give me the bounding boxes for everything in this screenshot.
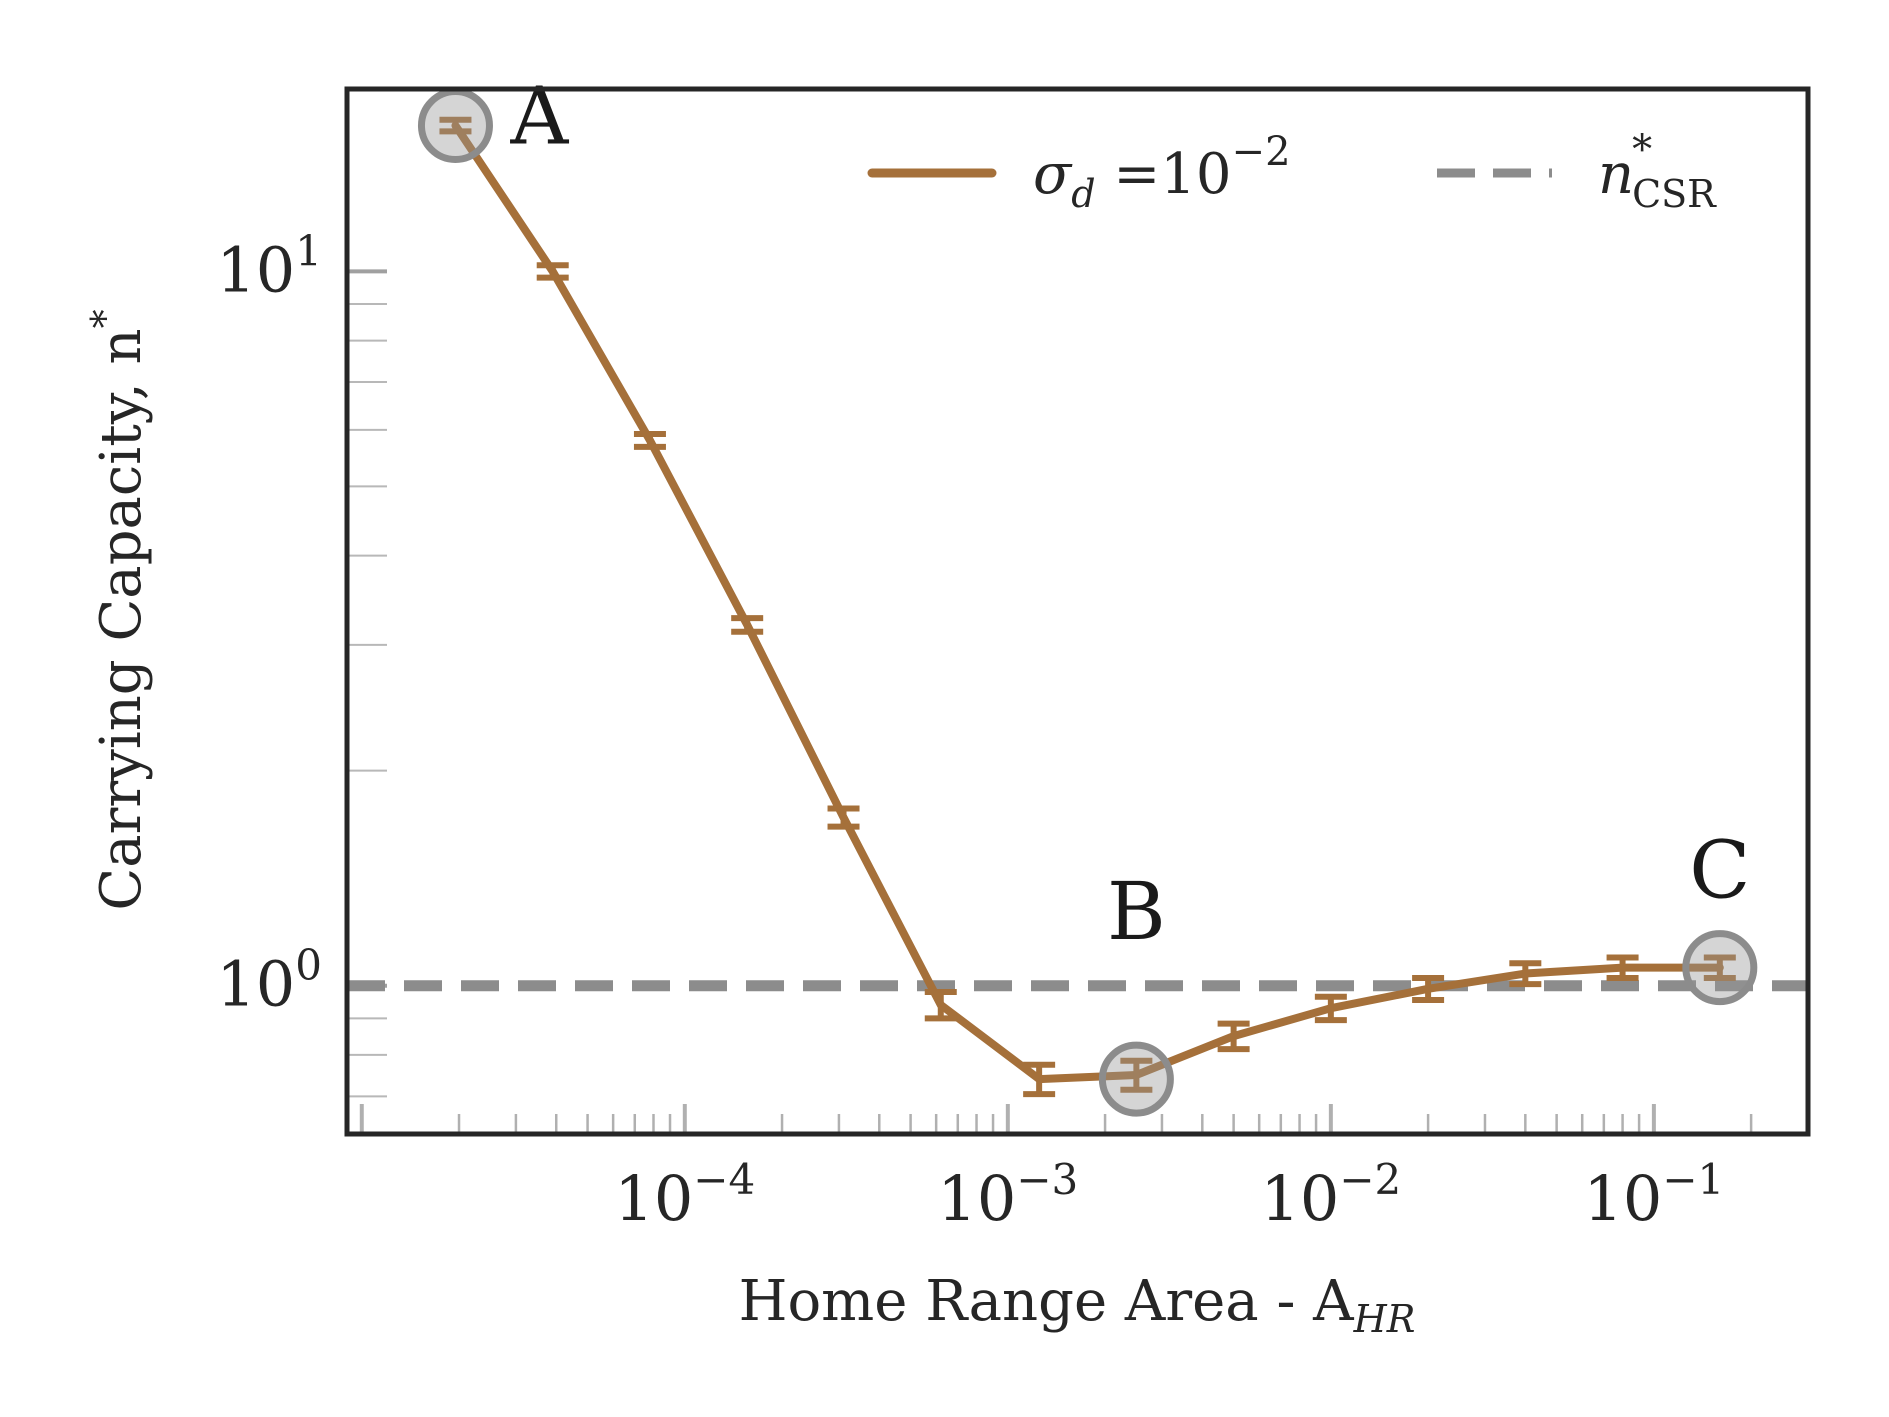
annotation-label: C (1689, 824, 1750, 917)
error-bar (1120, 1057, 1153, 1093)
x-axis-label-sub: HR (1353, 1297, 1416, 1341)
x-tick-label: 10−1 (1583, 1155, 1724, 1235)
x-tick-labels: 10−4 10−3 10−2 10−1 (614, 1155, 1724, 1235)
x-axis-label: Home Range Area - AHR (739, 1269, 1416, 1341)
error-bar (1606, 954, 1639, 982)
annotation-markers: A B C (417, 70, 1758, 1117)
y-tick-labels: 100 101 (216, 226, 322, 1020)
error-bar (633, 430, 666, 450)
x-tick-label: 10−4 (614, 1155, 755, 1235)
y-axis-label-sup: * (83, 309, 127, 328)
error-bar (1217, 1020, 1250, 1053)
legend: σd =10−2 n* CSR (867, 127, 1717, 216)
annotation-circle (1098, 1041, 1174, 1117)
error-bar (1412, 975, 1445, 1003)
error-bar (1509, 960, 1542, 988)
series-line (451, 121, 1724, 1084)
x-tick-label: 10−2 (1260, 1155, 1401, 1235)
error-bar (536, 262, 569, 281)
error-bar (1703, 954, 1736, 982)
legend-label-ncsr: n* CSR (1598, 127, 1717, 216)
error-bar (924, 988, 957, 1022)
error-bar (1023, 1061, 1056, 1098)
y-tick-label: 100 (216, 941, 322, 1021)
annotation-circle (417, 88, 493, 164)
annotation-label: B (1107, 865, 1166, 958)
plot-frame (344, 86, 1811, 1137)
error-bar (827, 805, 860, 830)
annotation-circle (1682, 930, 1758, 1006)
error-bar (439, 116, 472, 135)
x-tick-label: 10−3 (937, 1155, 1078, 1235)
y-axis-label: Carrying Capacity, n* (83, 309, 154, 910)
annotation-label: A (509, 70, 569, 163)
error-bar (731, 615, 764, 635)
y-tick-label: 101 (216, 226, 322, 306)
series-layer (439, 116, 1736, 1098)
error-bar (1314, 993, 1347, 1024)
legend-label-sigma: σd =10−2 (1033, 129, 1291, 216)
